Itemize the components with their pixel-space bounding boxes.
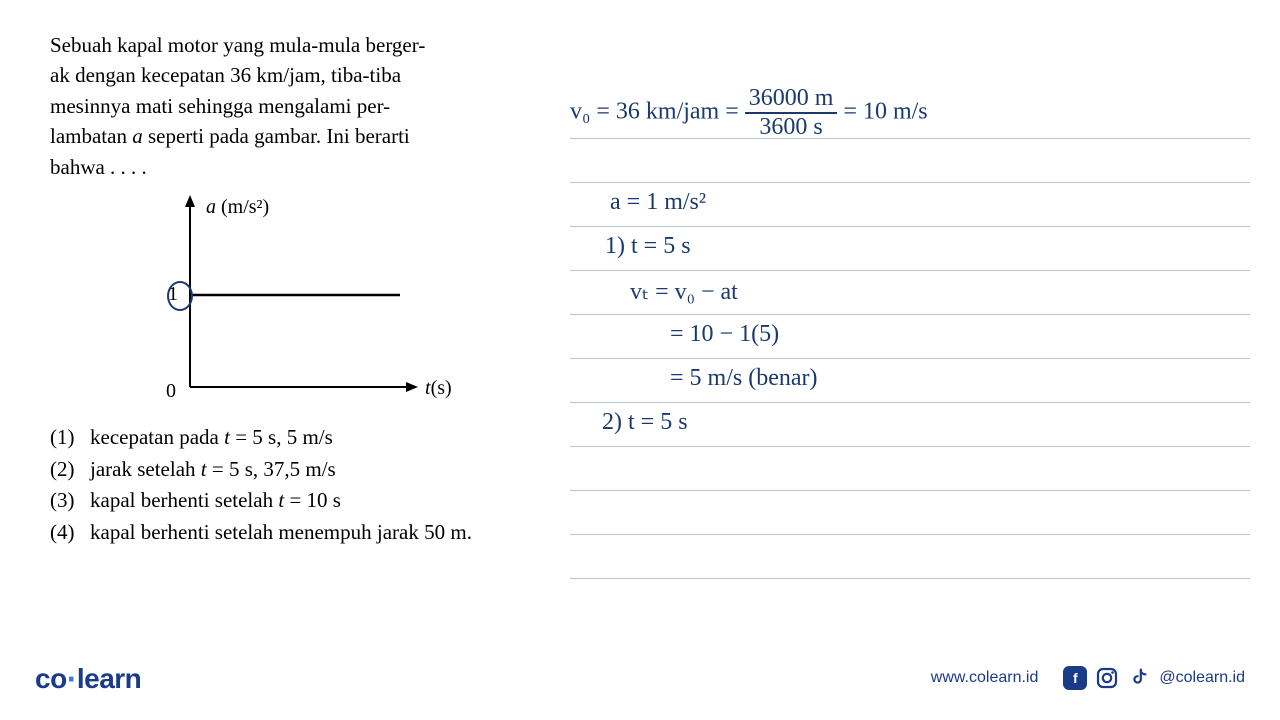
website-url: www.colearn.id [931, 669, 1039, 687]
svg-text:t(s): t(s) [425, 377, 452, 399]
tiktok-icon [1127, 666, 1151, 690]
logo-co: co [35, 663, 67, 694]
logo: co·learn [35, 659, 141, 696]
hand-line-6: = 5 m/s (benar) [670, 365, 818, 392]
instagram-icon [1095, 666, 1119, 690]
option-text: kecepatan pada t = 5 s, 5 m/s [90, 422, 480, 454]
solution-panel: v₀ = 36 km/jam = 36000 m3600 s = 10 m/s … [570, 95, 1250, 623]
facebook-icon: f [1063, 666, 1087, 690]
option-4: (4) kapal berhenti setelah menempuh jara… [50, 517, 480, 549]
problem-text: Sebuah kapal motor yang mula-mula berger… [50, 30, 480, 182]
footer: co·learn www.colearn.id f @colearn.id [0, 655, 1280, 700]
hand-line-7: 2) t = 5 s [602, 409, 688, 436]
option-text: kapal berhenti setelah t = 10 s [90, 485, 480, 517]
option-text: kapal berhenti setelah menempuh jarak 50… [90, 517, 480, 549]
option-num: (2) [50, 454, 90, 486]
social-group: f @colearn.id [1063, 666, 1245, 690]
social-handle: @colearn.id [1159, 669, 1245, 687]
svg-text:a (m/s²): a (m/s²) [206, 196, 269, 218]
option-num: (1) [50, 422, 90, 454]
options-list: (1) kecepatan pada t = 5 s, 5 m/s (2) ja… [50, 422, 480, 548]
hand-line-2: a = 1 m/s² [610, 189, 706, 216]
footer-right: www.colearn.id f @colearn.id [931, 666, 1245, 690]
graph: 1 a (m/s²) 0 t(s) [140, 187, 480, 417]
svg-text:0: 0 [166, 380, 176, 402]
option-text: jarak setelah t = 5 s, 37,5 m/s [90, 454, 480, 486]
option-num: (4) [50, 517, 90, 549]
hand-line-5: = 10 − 1(5) [670, 321, 779, 348]
logo-learn: learn [77, 663, 141, 694]
option-2: (2) jarak setelah t = 5 s, 37,5 m/s [50, 454, 480, 486]
option-num: (3) [50, 485, 90, 517]
hand-line-3: 1) t = 5 s [605, 233, 691, 260]
logo-dot: · [67, 661, 77, 697]
circle-annotation [167, 281, 193, 311]
hand-line-1: v₀ = 36 km/jam = 36000 m3600 s = 10 m/s [570, 85, 928, 141]
option-3: (3) kapal berhenti setelah t = 10 s [50, 485, 480, 517]
problem-panel: Sebuah kapal motor yang mula-mula berger… [50, 30, 480, 548]
hand-line-4: vₜ = v₀ − at [630, 277, 738, 306]
option-1: (1) kecepatan pada t = 5 s, 5 m/s [50, 422, 480, 454]
